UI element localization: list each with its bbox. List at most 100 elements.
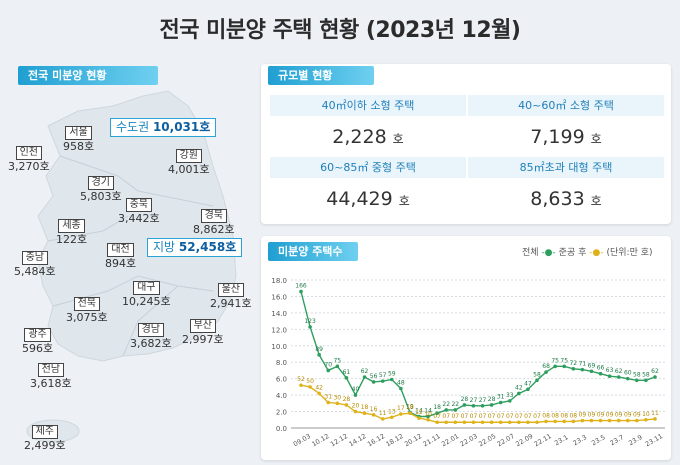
data-point [444,408,449,412]
x-tick-label: 22.03 [459,432,479,448]
data-point [471,420,476,425]
size-section-tag: 규모별 현황 [268,66,374,85]
data-point [417,416,421,420]
data-point [589,418,594,423]
data-point [444,420,449,425]
data-point [653,417,657,421]
data-point [299,289,303,294]
data-point [308,325,312,329]
data-label: 09 [588,412,596,419]
data-label: 70 [324,361,332,368]
data-label: 09 [615,412,623,419]
data-point [526,387,530,392]
region-daejeon: 대전 894호 [105,243,137,270]
region-gyeongnam: 경남 3,682호 [130,323,172,350]
data-label: 31 [324,394,332,401]
data-label: 10 [424,411,432,418]
region-ulsan: 울산 2,941호 [210,283,252,310]
region-gyeongbuk: 경북 8,862호 [193,209,235,236]
data-label: 71 [579,361,587,368]
x-tick-label: 23.1 [553,433,570,447]
data-label: 09 [597,412,605,419]
data-label: 17 [397,405,405,412]
data-point [616,375,621,379]
data-label: 07 [497,413,505,420]
data-label: 75 [551,357,559,364]
data-label: 09 [579,412,587,419]
data-label: 18 [361,404,369,411]
data-label: 61 [343,369,351,376]
data-point [616,418,621,423]
legend-completed-marker: -●- [589,248,604,258]
data-label: 07 [506,413,514,420]
data-point [544,419,548,424]
y-tick-label: 18.0 [271,277,287,285]
data-point [644,417,648,422]
data-label: 13 [388,408,396,415]
x-tick-label: 21.11 [422,432,442,448]
data-label: 07 [442,413,450,420]
data-label: 30 [333,394,341,401]
data-label: 63 [606,367,614,374]
size-cell-2: 40~60㎡ 소형 주택 7,199 호 [468,95,664,157]
data-point [389,377,394,382]
data-point [317,353,321,357]
data-label: 166 [295,283,307,290]
y-tick-label: 6.0 [276,376,287,384]
data-point [380,379,385,383]
data-point [507,399,512,403]
data-label: 08 [542,412,550,419]
data-label: 33 [506,392,514,399]
region-busan: 부산 2,997호 [182,319,224,346]
region-sejong: 세종 122호 [56,219,88,246]
data-label: 62 [361,368,369,375]
data-label: 72 [569,360,577,367]
data-point [562,419,567,424]
y-tick-label: 16.0 [271,293,287,301]
x-tick-label: 20.12 [403,432,423,448]
region-gangwon: 강원 4,001호 [168,149,210,176]
region-chungnam: 충남 5,484호 [14,251,56,278]
data-label: 07 [533,413,541,420]
x-tick-label: 23.5 [590,433,607,447]
data-point [580,367,585,372]
data-point [344,403,349,407]
data-point [471,404,476,408]
series-line-total [300,291,656,418]
data-point [644,378,648,383]
data-label: 52 [297,376,305,383]
chart-section-tag: 미분양 주택수 [268,242,358,261]
data-label: 12 [415,409,423,416]
y-tick-label: 12.0 [271,326,287,334]
data-point [308,385,312,389]
y-tick-label: 14.0 [271,310,287,318]
data-point [553,419,557,424]
data-label: 58 [533,371,541,378]
data-point [635,378,639,383]
data-point [571,419,576,424]
x-tick-label: 23.9 [627,433,644,447]
data-point [299,383,303,388]
data-point [344,376,349,380]
data-point [371,413,376,417]
y-tick-label: 4.0 [276,392,287,400]
data-point [544,370,548,374]
x-tick-label: 22.09 [514,432,534,448]
legend-total-marker: -●- [541,248,556,258]
data-point [353,409,358,414]
data-point [435,411,439,415]
data-label: 09 [633,412,641,419]
data-label: 09 [606,412,614,419]
data-point [462,420,467,425]
data-label: 47 [524,380,532,387]
data-label: 40 [352,386,360,393]
y-tick-label: 0.0 [276,425,287,433]
data-label: 31 [497,394,505,401]
x-tick-label: 12.12 [329,432,349,448]
data-point [408,411,412,415]
data-point [535,378,539,383]
data-point [371,380,376,384]
data-label: 48 [397,380,405,387]
size-cell-4: 85㎡초과 대형 주택 8,633 호 [468,157,664,219]
data-point [625,376,630,381]
